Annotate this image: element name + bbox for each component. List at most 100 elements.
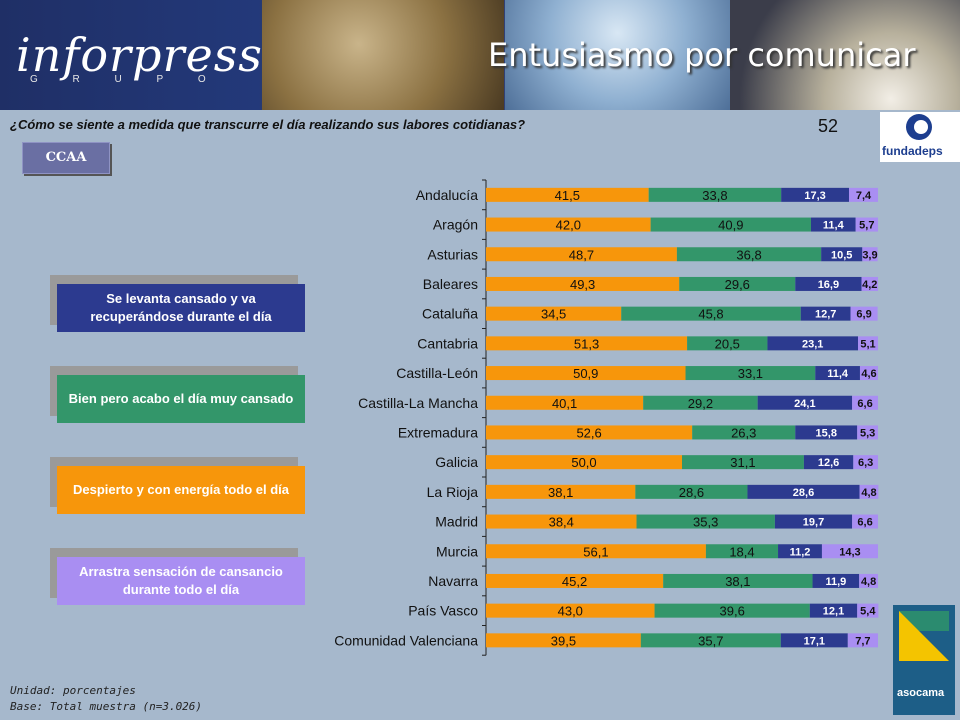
data-label: 24,1 bbox=[794, 398, 815, 410]
bar-segment bbox=[809, 603, 858, 618]
bar-segment bbox=[810, 217, 856, 232]
bar-segment bbox=[643, 395, 758, 410]
data-label: 6,9 bbox=[856, 309, 871, 321]
data-label: 12,7 bbox=[815, 309, 836, 321]
bar-segment bbox=[705, 544, 779, 559]
data-label: 5,7 bbox=[859, 220, 874, 232]
data-label: 5,1 bbox=[860, 338, 875, 350]
legend-item-tired-all-day: Arrastra sensación de cansancio durante … bbox=[57, 557, 305, 605]
data-label: 33,1 bbox=[738, 366, 763, 381]
data-label: 23,1 bbox=[802, 338, 823, 350]
legend-item-energetic: Despierto y con energía todo el día bbox=[57, 466, 305, 514]
bar-segment bbox=[486, 187, 649, 202]
data-label: 34,5 bbox=[541, 307, 566, 322]
data-label: 51,3 bbox=[574, 336, 599, 351]
category-label: Galicia bbox=[435, 454, 478, 470]
bar-segment bbox=[858, 336, 878, 351]
data-label: 7,4 bbox=[856, 190, 872, 202]
data-label: 35,7 bbox=[698, 633, 723, 648]
ccaa-button[interactable]: CCAA bbox=[22, 142, 110, 174]
bar-segment bbox=[486, 514, 637, 529]
bar-segment bbox=[635, 484, 748, 499]
bar-segment bbox=[676, 247, 822, 262]
data-label: 40,1 bbox=[552, 396, 577, 411]
bar-segment bbox=[486, 455, 682, 470]
category-label: Castilla-La Mancha bbox=[358, 395, 478, 411]
fundadeps-logo: fundadeps bbox=[880, 112, 960, 162]
category-label: Cantabria bbox=[417, 335, 478, 351]
data-label: 43,0 bbox=[558, 604, 583, 619]
category-label: Extremadura bbox=[398, 424, 478, 440]
data-label: 35,3 bbox=[693, 515, 718, 530]
bar-segment bbox=[486, 484, 636, 499]
bar-segment bbox=[847, 633, 878, 648]
bar-segment bbox=[767, 336, 859, 351]
legend-item-tired-end: Bien pero acabo el día muy cansado bbox=[57, 375, 305, 423]
bar-segment bbox=[486, 603, 655, 618]
data-label: 14,3 bbox=[839, 546, 860, 558]
category-label: Murcia bbox=[436, 543, 478, 559]
bar-segment bbox=[687, 336, 768, 351]
data-label: 11,4 bbox=[827, 368, 849, 380]
bar-segment bbox=[780, 633, 848, 648]
category-label: Cataluña bbox=[422, 306, 478, 322]
data-label: 49,3 bbox=[570, 277, 595, 292]
data-label: 20,5 bbox=[715, 336, 740, 351]
bar-segment bbox=[486, 217, 651, 232]
data-label: 4,6 bbox=[861, 368, 876, 380]
bar-segment bbox=[795, 276, 862, 291]
data-label: 48,7 bbox=[569, 247, 594, 262]
bar-segment bbox=[648, 187, 782, 202]
data-label: 33,8 bbox=[702, 188, 727, 203]
page-title: Entusiasmo por comunicar bbox=[488, 36, 916, 74]
bar-segment bbox=[486, 336, 688, 351]
bar-segment bbox=[852, 514, 878, 529]
bar-segment bbox=[747, 484, 860, 499]
footer-base: Base: Total muestra (n=3.026) bbox=[10, 700, 203, 713]
bar-segment bbox=[862, 247, 878, 262]
data-label: 40,9 bbox=[718, 218, 743, 233]
data-label: 42,0 bbox=[556, 218, 581, 233]
data-label: 45,8 bbox=[698, 307, 723, 322]
category-label: Comunidad Valenciana bbox=[334, 632, 478, 648]
header-banner: inforpress G R U P O Entusiasmo por comu… bbox=[0, 0, 960, 110]
data-label: 4,2 bbox=[862, 279, 877, 291]
category-label: Navarra bbox=[428, 573, 478, 589]
data-label: 3,9 bbox=[862, 249, 877, 261]
data-label: 5,3 bbox=[860, 427, 875, 439]
category-label: Asturias bbox=[427, 246, 478, 262]
data-label: 12,1 bbox=[823, 606, 844, 618]
bar-segment bbox=[486, 247, 677, 262]
data-label: 15,8 bbox=[816, 427, 837, 439]
data-label: 4,8 bbox=[861, 576, 876, 588]
header-photo-seed bbox=[262, 0, 504, 110]
data-label: 7,7 bbox=[855, 635, 870, 647]
category-label: Baleares bbox=[423, 276, 478, 292]
page-number: 52 bbox=[818, 116, 839, 136]
bar-segment bbox=[486, 306, 622, 321]
legend-item-recovering: Se levanta cansado y va recuperándose du… bbox=[57, 284, 305, 332]
bar-segment bbox=[781, 187, 849, 202]
bar-segment bbox=[815, 366, 860, 381]
bar-segment bbox=[663, 573, 813, 588]
category-label: Andalucía bbox=[416, 187, 478, 203]
data-label: 4,8 bbox=[861, 487, 876, 499]
bar-segment bbox=[621, 306, 801, 321]
data-label: 28,6 bbox=[793, 487, 814, 499]
data-label: 11,2 bbox=[790, 546, 811, 558]
header-photo-egg bbox=[730, 0, 960, 110]
bar-segment bbox=[486, 573, 664, 588]
bar-segment bbox=[778, 544, 822, 559]
bar-segment bbox=[857, 603, 879, 618]
data-label: 39,6 bbox=[720, 604, 745, 619]
bar-segment bbox=[859, 573, 878, 588]
company-logo: inforpress bbox=[16, 28, 263, 82]
data-label: 36,8 bbox=[736, 247, 761, 262]
category-label: Madrid bbox=[435, 514, 478, 530]
data-label: 26,3 bbox=[731, 425, 756, 440]
category-label: La Rioja bbox=[427, 484, 479, 500]
bar-segment bbox=[821, 544, 878, 559]
data-label: 38,1 bbox=[548, 485, 573, 500]
category-label: Aragón bbox=[433, 217, 478, 233]
